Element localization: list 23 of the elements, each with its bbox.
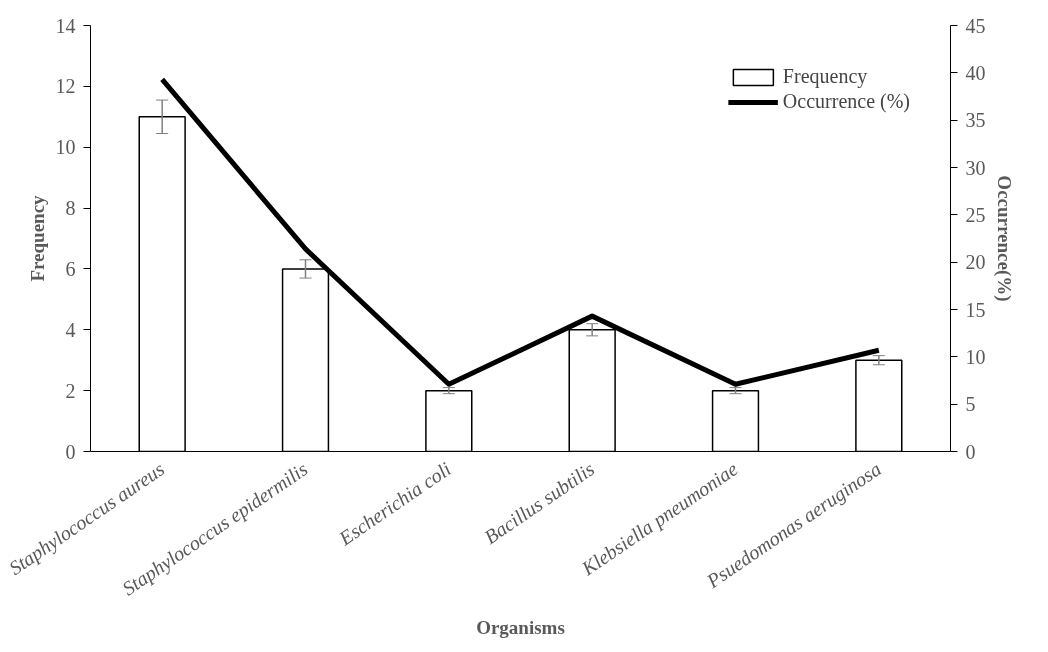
- y-tick-label: 10: [55, 136, 76, 159]
- y2-tick-label: 30: [965, 156, 986, 179]
- y2-tick-label: 5: [965, 393, 976, 416]
- y2-tick-label: 0: [965, 440, 976, 463]
- y2-tick-label: 25: [965, 203, 986, 226]
- x-axis-title: Organisms: [476, 616, 565, 638]
- y2-tick-label: 40: [965, 61, 986, 84]
- y-tick-label: 6: [65, 257, 76, 280]
- y-tick-label: 4: [65, 318, 76, 341]
- y2-tick-label: 20: [965, 251, 986, 274]
- y2-tick-label: 45: [965, 14, 986, 37]
- y-tick-label: 2: [65, 379, 76, 402]
- y-tick-label: 8: [65, 197, 76, 220]
- legend-label: Occurrence (%): [782, 90, 910, 113]
- y2-tick-label: 15: [965, 298, 986, 321]
- legend-label: Frequency: [782, 65, 868, 88]
- y2-tick-label: 35: [965, 109, 986, 132]
- y-tick-label: 0: [65, 440, 76, 463]
- y2-axis-title: Occurrence(%): [992, 175, 1015, 302]
- y-axis-title: Frequency: [26, 194, 48, 282]
- y2-tick-label: 10: [965, 345, 986, 368]
- y-tick-label: 12: [55, 75, 76, 98]
- y-tick-label: 14: [55, 14, 76, 37]
